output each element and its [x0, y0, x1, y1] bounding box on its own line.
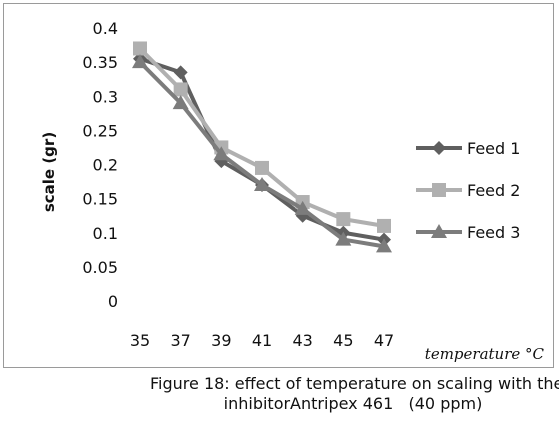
data-point — [254, 176, 270, 191]
y-tick-label: 0.15 — [82, 190, 118, 209]
y-axis-label: scale (gr) — [40, 132, 58, 212]
data-point — [172, 95, 189, 110]
y-tick-label: 0.2 — [93, 156, 118, 175]
data-point — [294, 200, 311, 215]
y-tick-label: 0.4 — [93, 19, 118, 38]
series-layer — [132, 41, 392, 253]
x-tick-label: 35 — [130, 331, 150, 350]
data-point — [213, 146, 230, 161]
legend-label: Feed 2 — [467, 181, 520, 200]
series-2 — [133, 41, 391, 233]
caption-line-1: Figure 18: effect of temperature on scal… — [150, 374, 559, 393]
legend-marker — [432, 141, 446, 155]
figure-caption: Figure 18: effect of temperature on scal… — [150, 374, 559, 414]
legend-label: Feed 3 — [467, 223, 520, 242]
x-axis-ticks: 35 37 39 41 43 45 47 — [130, 331, 394, 350]
legend-marker — [432, 183, 446, 197]
legend: Feed 1 Feed 2 Feed 3 — [416, 139, 520, 242]
x-tick-label: 43 — [292, 331, 312, 350]
chart-frame — [3, 3, 554, 368]
x-tick-label: 47 — [374, 331, 394, 350]
data-point — [133, 41, 147, 56]
data-point — [255, 160, 269, 175]
legend-item: Feed 1 — [416, 139, 520, 158]
data-point — [132, 54, 148, 69]
legend-marker — [431, 224, 447, 238]
series-3 — [132, 54, 392, 253]
x-tick-label: 39 — [211, 331, 231, 350]
y-tick-label: 0.05 — [82, 258, 118, 277]
data-point — [173, 82, 188, 97]
data-point — [173, 65, 188, 80]
legend-item: Feed 2 — [416, 181, 520, 200]
y-tick-label: 0.1 — [93, 224, 118, 243]
caption-line-2: inhibitorAntripex 461 (40 ppm) — [223, 394, 483, 413]
legend-label: Feed 1 — [467, 139, 520, 158]
legend-item: Feed 3 — [416, 223, 520, 242]
x-tick-label: 37 — [170, 331, 190, 350]
data-point — [335, 231, 352, 246]
y-tick-label: 0.3 — [93, 87, 118, 106]
x-axis-label: temperature °C — [425, 345, 545, 363]
data-point — [336, 212, 351, 227]
data-point — [376, 238, 392, 253]
y-axis-ticks: 0 0.05 0.1 0.15 0.2 0.25 0.3 0.35 0.4 — [82, 19, 118, 311]
y-tick-label: 0.25 — [82, 121, 118, 140]
y-tick-label: 0.35 — [82, 53, 118, 72]
line-chart: 0 0.05 0.1 0.15 0.2 0.25 0.3 0.35 0.4 35 37 39 41 43… — [40, 19, 545, 363]
y-tick-label: 0 — [108, 292, 118, 311]
data-point — [377, 218, 391, 233]
x-tick-label: 45 — [333, 331, 353, 350]
x-tick-label: 41 — [252, 331, 272, 350]
